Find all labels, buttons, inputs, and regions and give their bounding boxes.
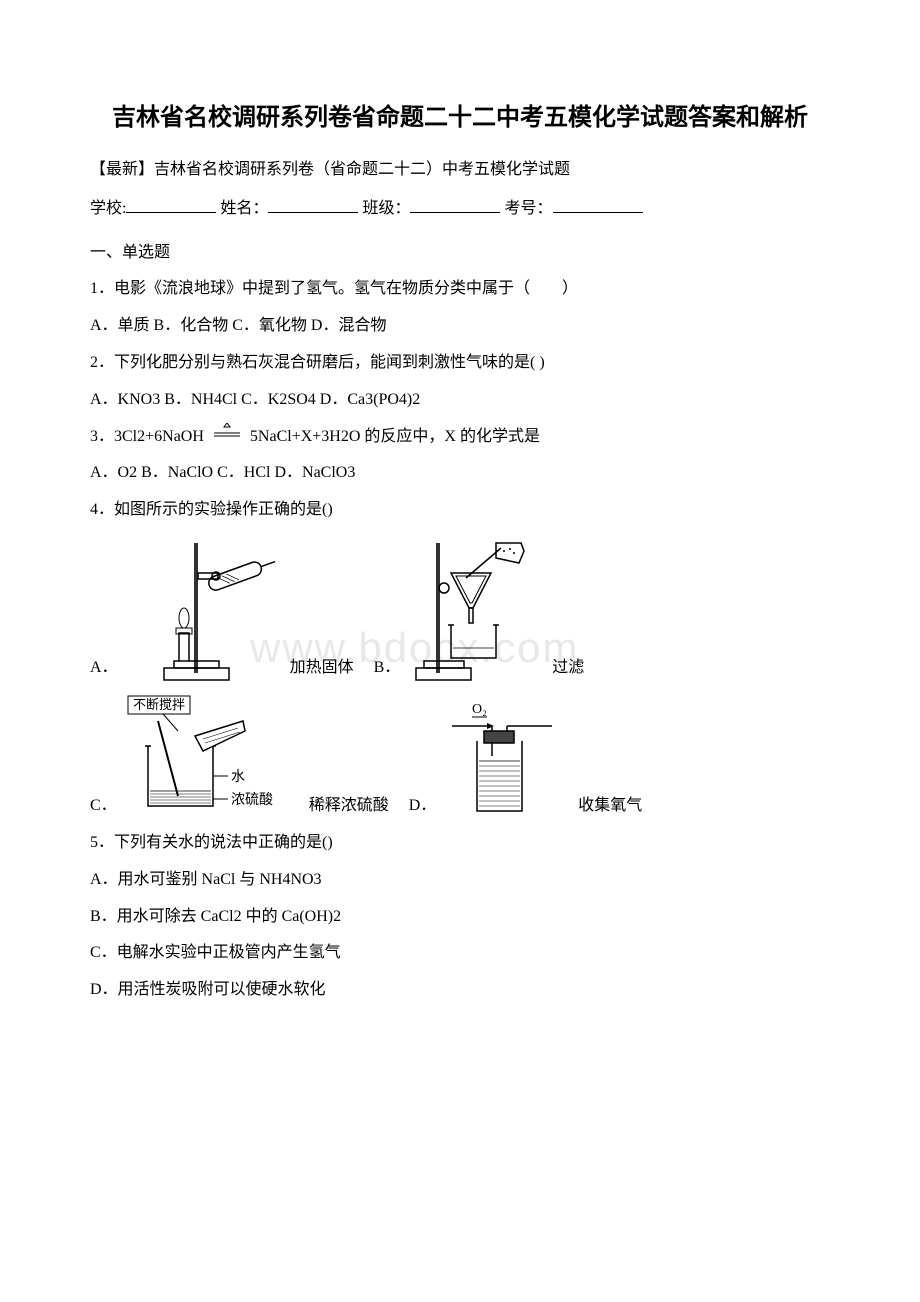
document-title: 吉林省名校调研系列卷省命题二十二中考五模化学试题答案和解析 [90,100,830,136]
question-5-option-d: D．用活性炭吸附可以使硬水软化 [90,976,830,1005]
question-3-before: 3．3Cl2+6NaOH [90,428,204,445]
question-4-option-d: D． O₂ 收集氧气 [409,701,643,821]
name-label: 姓名： [220,200,268,217]
question-4-option-a: A． 加热固体 [90,533,354,683]
student-info-line: 学校: 姓名： 班级： 考号： [90,195,830,224]
school-blank [126,195,216,213]
question-1-options: A．单质 B．化合物 C．氧化物 D．混合物 [90,312,830,341]
question-4-text: 4．如图所示的实验操作正确的是() [90,496,830,525]
dilute-acid-diagram: 不断搅拌 水 浓硫酸 [123,691,303,821]
class-blank [410,195,500,213]
question-4-row-ab: A． 加热固体 B． [90,533,830,683]
option-a-prefix: A． [90,654,118,683]
document-subtitle: 【最新】吉林省名校调研系列卷（省命题二十二）中考五模化学试题 [90,156,830,185]
question-2-options: A．KNO3 B．NH4Cl C．K2SO4 D．Ca3(PO4)2 [90,386,830,415]
question-5-option-a: A．用水可鉴别 NaCl 与 NH4NO3 [90,866,830,895]
stir-label: 不断搅拌 [133,697,185,712]
exam-no-label: 考号： [504,200,552,217]
reaction-condition-icon [214,423,240,441]
option-c-prefix: C． [90,792,117,821]
collect-oxygen-diagram: O₂ [442,701,572,821]
name-blank [268,195,358,213]
school-label: 学校: [90,200,126,217]
question-5-text: 5．下列有关水的说法中正确的是() [90,829,830,858]
filtration-diagram [406,533,546,683]
o2-label: O₂ [472,702,487,717]
question-3-options: A．O2 B．NaClO C．HCl D．NaClO3 [90,459,830,488]
acid-label: 浓硫酸 [231,792,273,808]
question-5-option-b: B．用水可除去 CaCl2 中的 Ca(OH)2 [90,903,830,932]
exam-no-blank [553,195,643,213]
option-d-prefix: D． [409,792,437,821]
option-a-label: 加热固体 [290,654,354,683]
question-2-text: 2．下列化肥分别与熟石灰混合研磨后，能闻到刺激性气味的是( ) [90,349,830,378]
question-5-option-c: C．电解水实验中正极管内产生氢气 [90,939,830,968]
option-b-label: 过滤 [552,654,584,683]
question-3-after: 5NaCl+X+3H2O 的反应中，X 的化学式是 [250,428,540,445]
question-4-option-c: C． 不断搅拌 水 浓硫酸 [90,691,389,821]
heating-solid-diagram [124,533,284,683]
option-b-prefix: B． [374,654,401,683]
question-1-text: 1．电影《流浪地球》中提到了氢气。氢气在物质分类中属于（ ） [90,275,830,304]
question-3: 3．3Cl2+6NaOH 5NaCl+X+3H2O 的反应中，X 的化学式是 [90,423,830,452]
page-container: www.bdocx.com 吉林省名校调研系列卷省命题二十二中考五模化学试题答案… [90,100,830,1005]
water-label: 水 [231,769,245,785]
class-label: 班级： [362,200,410,217]
option-c-label: 稀释浓硫酸 [309,792,389,821]
option-d-label: 收集氧气 [578,792,642,821]
question-4-row-cd: C． 不断搅拌 水 浓硫酸 [90,691,830,821]
section-1-heading: 一、单选题 [90,239,830,268]
question-4-option-b: B． 过滤 [374,533,585,683]
